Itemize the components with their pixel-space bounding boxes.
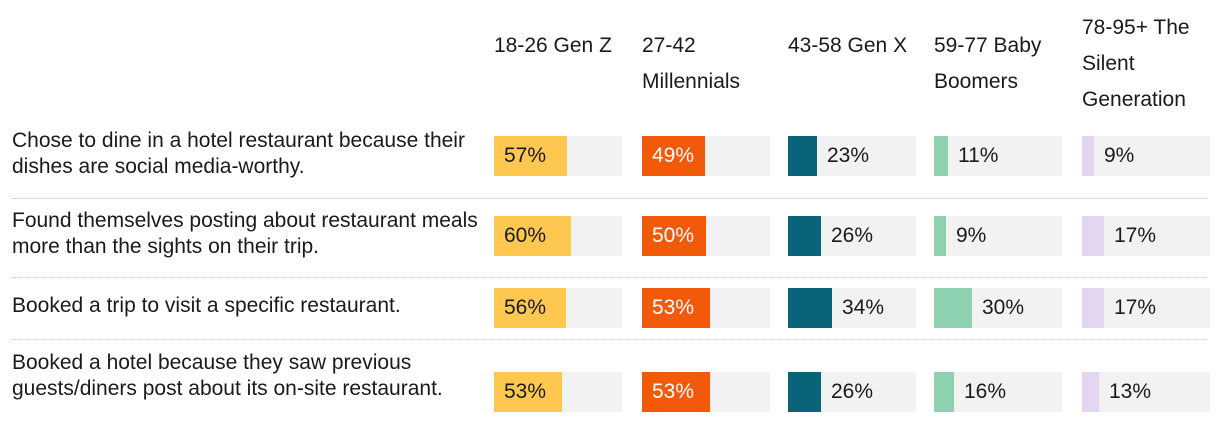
row-separator [12,339,1208,340]
bar-track [934,136,1062,176]
value-label: 53% [652,296,695,319]
bar [642,288,710,328]
bar [934,136,948,176]
value-label: 17% [1114,296,1157,319]
value-label: 34% [842,296,885,319]
bar [1082,372,1099,412]
value-label: 53% [504,380,547,403]
bar-cell: 26% [788,216,916,256]
bar-track [1082,372,1210,412]
bar-track [934,372,1062,412]
value-label: 23% [827,144,870,167]
row-separator [12,277,1208,278]
value-label: 50% [652,224,695,247]
value-label: 26% [831,224,874,247]
bar [1082,216,1104,256]
bar [1082,136,1094,176]
bar-cell: 30% [934,288,1062,328]
value-label: 17% [1114,224,1157,247]
bar-cell: 9% [1082,136,1210,176]
bar [788,216,821,256]
value-label: 30% [982,296,1025,319]
bar-track [1082,136,1210,176]
bar-cell: 16% [934,372,1062,412]
bar-cell: 53% [642,372,770,412]
bar-cell: 56% [494,288,622,328]
value-label: 60% [504,224,547,247]
column-header: 78-95+ The Silent Generation [1082,16,1190,111]
bar [934,372,954,412]
bar [642,216,706,256]
row-label: Chose to dine in a hotel restaurant beca… [12,129,465,178]
value-label: 13% [1109,380,1152,403]
bar [494,136,567,176]
bar-cell: 9% [934,216,1062,256]
row-label: Booked a hotel because they saw previous… [12,351,443,400]
column-header: 27-42 Millennials [642,34,741,93]
value-label: 56% [504,296,547,319]
row-separator [12,198,1208,199]
bar-cell: 49% [642,136,770,176]
value-label: 11% [958,144,999,167]
bar [934,288,972,328]
bar-track [934,216,1062,256]
bar-cell: 53% [642,288,770,328]
row-label: Found themselves posting about restauran… [12,209,478,258]
bar-cell: 23% [788,136,916,176]
bar [788,372,821,412]
value-label: 49% [652,144,695,167]
bar [1082,288,1104,328]
bar-cell: 11% [934,136,1062,176]
column-header: 43-58 Gen X [788,34,908,57]
bar-cell: 26% [788,372,916,412]
row-label: Booked a trip to visit a specific restau… [12,294,401,317]
value-label: 9% [956,224,987,247]
bar [494,216,571,256]
bar-cell: 17% [1082,288,1210,328]
value-label: 26% [831,380,874,403]
bar-cell: 13% [1082,372,1210,412]
bar-cell: 50% [642,216,770,256]
column-header: 59-77 Baby Boomers [934,34,1042,93]
value-label: 57% [504,144,547,167]
bar [642,372,710,412]
value-label: 9% [1104,144,1135,167]
bar [934,216,946,256]
bar-cell: 57% [494,136,622,176]
value-label: 53% [652,380,695,403]
column-header: 18-26 Gen Z [494,34,612,57]
bar-cell: 34% [788,288,916,328]
value-label: 16% [964,380,1007,403]
bar-cell: 17% [1082,216,1210,256]
bar [788,288,832,328]
bar [494,372,562,412]
bar [788,136,817,176]
bar-cell: 53% [494,372,622,412]
bar-cell: 60% [494,216,622,256]
bar [494,288,566,328]
bar [642,136,705,176]
